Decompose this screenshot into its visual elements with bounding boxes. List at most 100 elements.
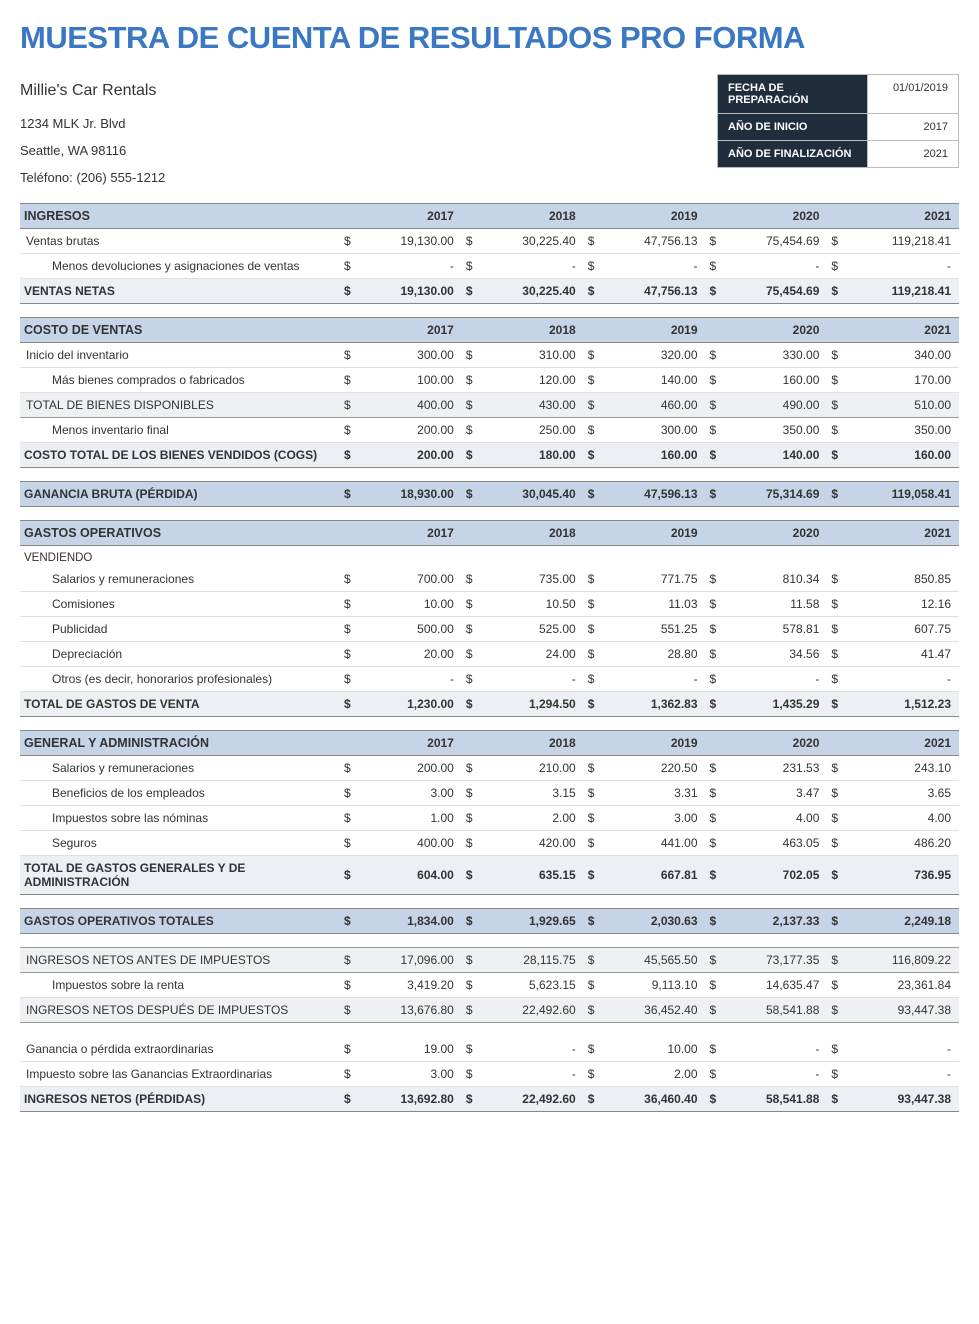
currency-symbol: $ [462, 781, 478, 806]
value-cell: 3.00 [356, 781, 462, 806]
company-name: Millie's Car Rentals [20, 74, 165, 108]
value-cell: 19,130.00 [356, 279, 462, 304]
value-cell: 170.00 [843, 368, 959, 393]
value-cell: 140.00 [600, 368, 706, 393]
currency-symbol: $ [706, 1086, 722, 1111]
value-cell: 30,225.40 [478, 279, 584, 304]
value-cell: 702.05 [722, 856, 828, 895]
currency-symbol: $ [584, 909, 600, 934]
year-header: 2018 [478, 318, 584, 343]
value-cell: 36,452.40 [600, 998, 706, 1023]
value-cell: 500.00 [356, 617, 462, 642]
year-header: 2018 [478, 731, 584, 756]
value-cell: 420.00 [478, 831, 584, 856]
currency-symbol: $ [827, 592, 843, 617]
currency-symbol: $ [584, 617, 600, 642]
currency-symbol: $ [706, 368, 722, 393]
table-row: TOTAL DE GASTOS DE VENTA$1,230.00$1,294.… [20, 692, 959, 717]
currency-symbol: $ [827, 1086, 843, 1111]
value-cell: 771.75 [600, 567, 706, 592]
meta-start-value: 2017 [868, 114, 958, 141]
currency-symbol: $ [706, 254, 722, 279]
currency-symbol: $ [584, 482, 600, 507]
value-cell: - [843, 1061, 959, 1086]
table-row: INGRESOS NETOS DESPUÉS DE IMPUESTOS$13,6… [20, 998, 959, 1023]
currency-symbol: $ [706, 998, 722, 1023]
currency-symbol: $ [584, 856, 600, 895]
currency-symbol: $ [462, 482, 478, 507]
value-cell: 460.00 [600, 393, 706, 418]
currency-symbol: $ [462, 806, 478, 831]
currency-symbol: $ [706, 1061, 722, 1086]
table-row: Menos devoluciones y asignaciones de ven… [20, 254, 959, 279]
currency-symbol: $ [340, 948, 356, 973]
row-label: INGRESOS NETOS (PÉRDIDAS) [20, 1086, 340, 1111]
currency-symbol: $ [584, 692, 600, 717]
currency-symbol: $ [340, 667, 356, 692]
currency-symbol: $ [584, 343, 600, 368]
value-cell: 28.80 [600, 642, 706, 667]
currency-symbol: $ [827, 973, 843, 998]
value-cell: - [356, 254, 462, 279]
currency-symbol: $ [584, 998, 600, 1023]
value-cell: - [600, 667, 706, 692]
value-cell: 47,596.13 [600, 482, 706, 507]
value-cell: 23,361.84 [843, 973, 959, 998]
currency-symbol: $ [584, 1086, 600, 1111]
value-cell: 490.00 [722, 393, 828, 418]
currency-symbol: $ [462, 1086, 478, 1111]
value-cell: 12.16 [843, 592, 959, 617]
currency-symbol: $ [706, 692, 722, 717]
value-cell: 1,294.50 [478, 692, 584, 717]
page-title: MUESTRA DE CUENTA DE RESULTADOS PRO FORM… [20, 20, 959, 56]
currency-symbol: $ [706, 592, 722, 617]
table-row: VENTAS NETAS$19,130.00$30,225.40$47,756.… [20, 279, 959, 304]
value-cell: 9,113.10 [600, 973, 706, 998]
currency-symbol: $ [462, 756, 478, 781]
currency-symbol: $ [462, 443, 478, 468]
value-cell: 300.00 [356, 343, 462, 368]
value-cell: - [478, 254, 584, 279]
value-cell: 41.47 [843, 642, 959, 667]
value-cell: 350.00 [843, 418, 959, 443]
currency-symbol: $ [584, 368, 600, 393]
value-cell: 18,930.00 [356, 482, 462, 507]
currency-symbol: $ [827, 343, 843, 368]
currency-symbol: $ [827, 831, 843, 856]
currency-symbol: $ [706, 948, 722, 973]
table-row: Más bienes comprados o fabricados$100.00… [20, 368, 959, 393]
currency-symbol: $ [340, 1086, 356, 1111]
currency-symbol: $ [462, 642, 478, 667]
currency-symbol: $ [584, 1061, 600, 1086]
currency-symbol: $ [340, 393, 356, 418]
currency-symbol: $ [706, 756, 722, 781]
row-label: GASTOS OPERATIVOS TOTALES [20, 909, 340, 934]
value-cell: - [722, 1061, 828, 1086]
value-cell: 34.56 [722, 642, 828, 667]
currency-symbol: $ [340, 692, 356, 717]
value-cell: 1,230.00 [356, 692, 462, 717]
value-cell: 1,929.65 [478, 909, 584, 934]
company-phone: Teléfono: (206) 555-1212 [20, 164, 165, 191]
table-row: Impuestos sobre las nóminas$1.00$2.00$3.… [20, 806, 959, 831]
row-label: Comisiones [20, 592, 340, 617]
value-cell: 116,809.22 [843, 948, 959, 973]
currency-symbol: $ [462, 617, 478, 642]
value-cell: 350.00 [722, 418, 828, 443]
currency-symbol: $ [462, 1037, 478, 1062]
currency-symbol: $ [827, 667, 843, 692]
currency-symbol: $ [462, 368, 478, 393]
currency-symbol: $ [584, 667, 600, 692]
currency-symbol: $ [462, 1061, 478, 1086]
value-cell: 310.00 [478, 343, 584, 368]
currency-symbol: $ [706, 642, 722, 667]
currency-symbol: $ [827, 948, 843, 973]
year-header: 2021 [843, 521, 959, 546]
currency-symbol: $ [462, 393, 478, 418]
value-cell: 200.00 [356, 443, 462, 468]
value-cell: 119,218.41 [843, 279, 959, 304]
value-cell: 850.85 [843, 567, 959, 592]
currency-symbol: $ [462, 909, 478, 934]
row-label: Salarios y remuneraciones [20, 756, 340, 781]
table-row: COSTO TOTAL DE LOS BIENES VENDIDOS (COGS… [20, 443, 959, 468]
